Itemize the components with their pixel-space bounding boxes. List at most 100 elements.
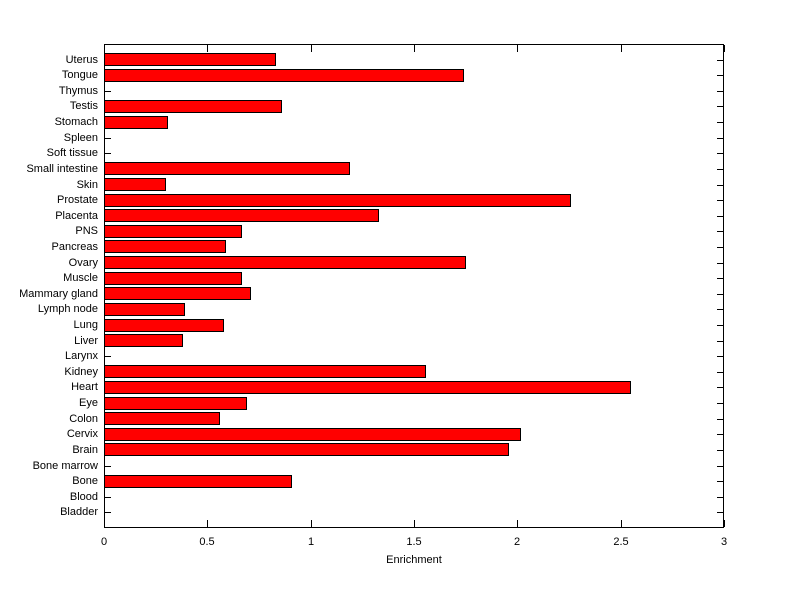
category-label: Soft tissue	[46, 147, 98, 159]
x-tick-label: 3	[720, 536, 728, 548]
category-label: Spleen	[63, 132, 98, 144]
bar	[104, 412, 220, 425]
x-tick-label: 2	[513, 536, 521, 548]
bar	[104, 287, 251, 300]
x-tick-top-icon	[311, 45, 312, 52]
y-tick-right-icon	[717, 247, 723, 248]
y-tick-left-icon	[105, 138, 111, 139]
category-label: Skin	[76, 179, 98, 191]
x-tick-bottom-icon	[207, 520, 208, 527]
category-label: Muscle	[63, 272, 98, 284]
bar	[104, 162, 350, 175]
y-tick-left-icon	[105, 497, 111, 498]
y-tick-left-icon	[105, 512, 111, 513]
y-tick-right-icon	[717, 60, 723, 61]
bar	[104, 443, 509, 456]
category-label: Larynx	[64, 350, 98, 362]
bar	[104, 225, 242, 238]
y-tick-right-icon	[717, 169, 723, 170]
category-label: Colon	[69, 413, 98, 425]
bar	[104, 100, 282, 113]
x-tick-top-icon	[621, 45, 622, 52]
x-tick-bottom-icon	[724, 520, 725, 527]
category-label: Testis	[69, 100, 98, 112]
x-tick-bottom-icon	[621, 520, 622, 527]
y-tick-right-icon	[717, 466, 723, 467]
x-tick-label: 0.5	[199, 536, 215, 548]
category-label: Kidney	[64, 366, 98, 378]
bar	[104, 397, 247, 410]
category-label: Eye	[79, 397, 98, 409]
category-label: Bone	[72, 475, 98, 487]
category-label: Small intestine	[26, 163, 98, 175]
bar	[104, 381, 631, 394]
y-tick-left-icon	[105, 91, 111, 92]
x-tick-bottom-icon	[311, 520, 312, 527]
y-tick-right-icon	[717, 403, 723, 404]
y-tick-left-icon	[105, 466, 111, 467]
bar	[104, 428, 521, 441]
y-tick-right-icon	[717, 481, 723, 482]
category-label: Blood	[69, 491, 98, 503]
x-tick-top-icon	[724, 45, 725, 52]
y-tick-right-icon	[717, 263, 723, 264]
category-label: Brain	[72, 444, 98, 456]
x-tick-top-icon	[414, 45, 415, 52]
y-tick-right-icon	[717, 450, 723, 451]
category-label: Tongue	[61, 69, 98, 81]
x-tick-label: 2.5	[613, 536, 629, 548]
bar	[104, 256, 466, 269]
y-tick-right-icon	[717, 434, 723, 435]
bar	[104, 272, 242, 285]
category-label: Bone marrow	[32, 460, 98, 472]
bar	[104, 365, 426, 378]
bar	[104, 475, 292, 488]
category-label: PNS	[75, 225, 98, 237]
bar	[104, 194, 571, 207]
category-label: Lymph node	[37, 303, 98, 315]
bar	[104, 334, 183, 347]
bar	[104, 53, 276, 66]
x-tick-bottom-icon	[104, 520, 105, 527]
y-tick-right-icon	[717, 512, 723, 513]
category-label: Placenta	[55, 210, 98, 222]
y-tick-right-icon	[717, 75, 723, 76]
y-tick-right-icon	[717, 278, 723, 279]
x-axis-label: Enrichment	[386, 554, 442, 566]
x-tick-label: 1	[307, 536, 315, 548]
y-tick-right-icon	[717, 138, 723, 139]
y-tick-right-icon	[717, 387, 723, 388]
x-tick-bottom-icon	[414, 520, 415, 527]
category-label: Uterus	[65, 54, 98, 66]
category-label: Cervix	[66, 428, 98, 440]
y-tick-right-icon	[717, 341, 723, 342]
category-label: Thymus	[58, 85, 98, 97]
y-tick-right-icon	[717, 356, 723, 357]
x-tick-label: 0	[100, 536, 108, 548]
category-label: Heart	[71, 381, 98, 393]
bar	[104, 178, 166, 191]
y-tick-left-icon	[105, 153, 111, 154]
y-tick-right-icon	[717, 294, 723, 295]
y-tick-right-icon	[717, 106, 723, 107]
bar	[104, 303, 185, 316]
category-label: Stomach	[54, 116, 98, 128]
x-tick-bottom-icon	[517, 520, 518, 527]
x-tick-label: 1.5	[406, 536, 422, 548]
x-tick-top-icon	[104, 45, 105, 52]
category-label: Prostate	[57, 194, 98, 206]
y-tick-right-icon	[717, 497, 723, 498]
y-tick-left-icon	[105, 356, 111, 357]
category-label: Ovary	[68, 257, 98, 269]
category-label: Liver	[74, 335, 98, 347]
y-tick-right-icon	[717, 153, 723, 154]
category-label: Mammary gland	[19, 288, 98, 300]
y-tick-right-icon	[717, 185, 723, 186]
y-tick-right-icon	[717, 419, 723, 420]
bar	[104, 209, 379, 222]
bar	[104, 116, 168, 129]
category-label: Bladder	[60, 506, 98, 518]
category-label: Pancreas	[51, 241, 98, 253]
bar	[104, 319, 224, 332]
